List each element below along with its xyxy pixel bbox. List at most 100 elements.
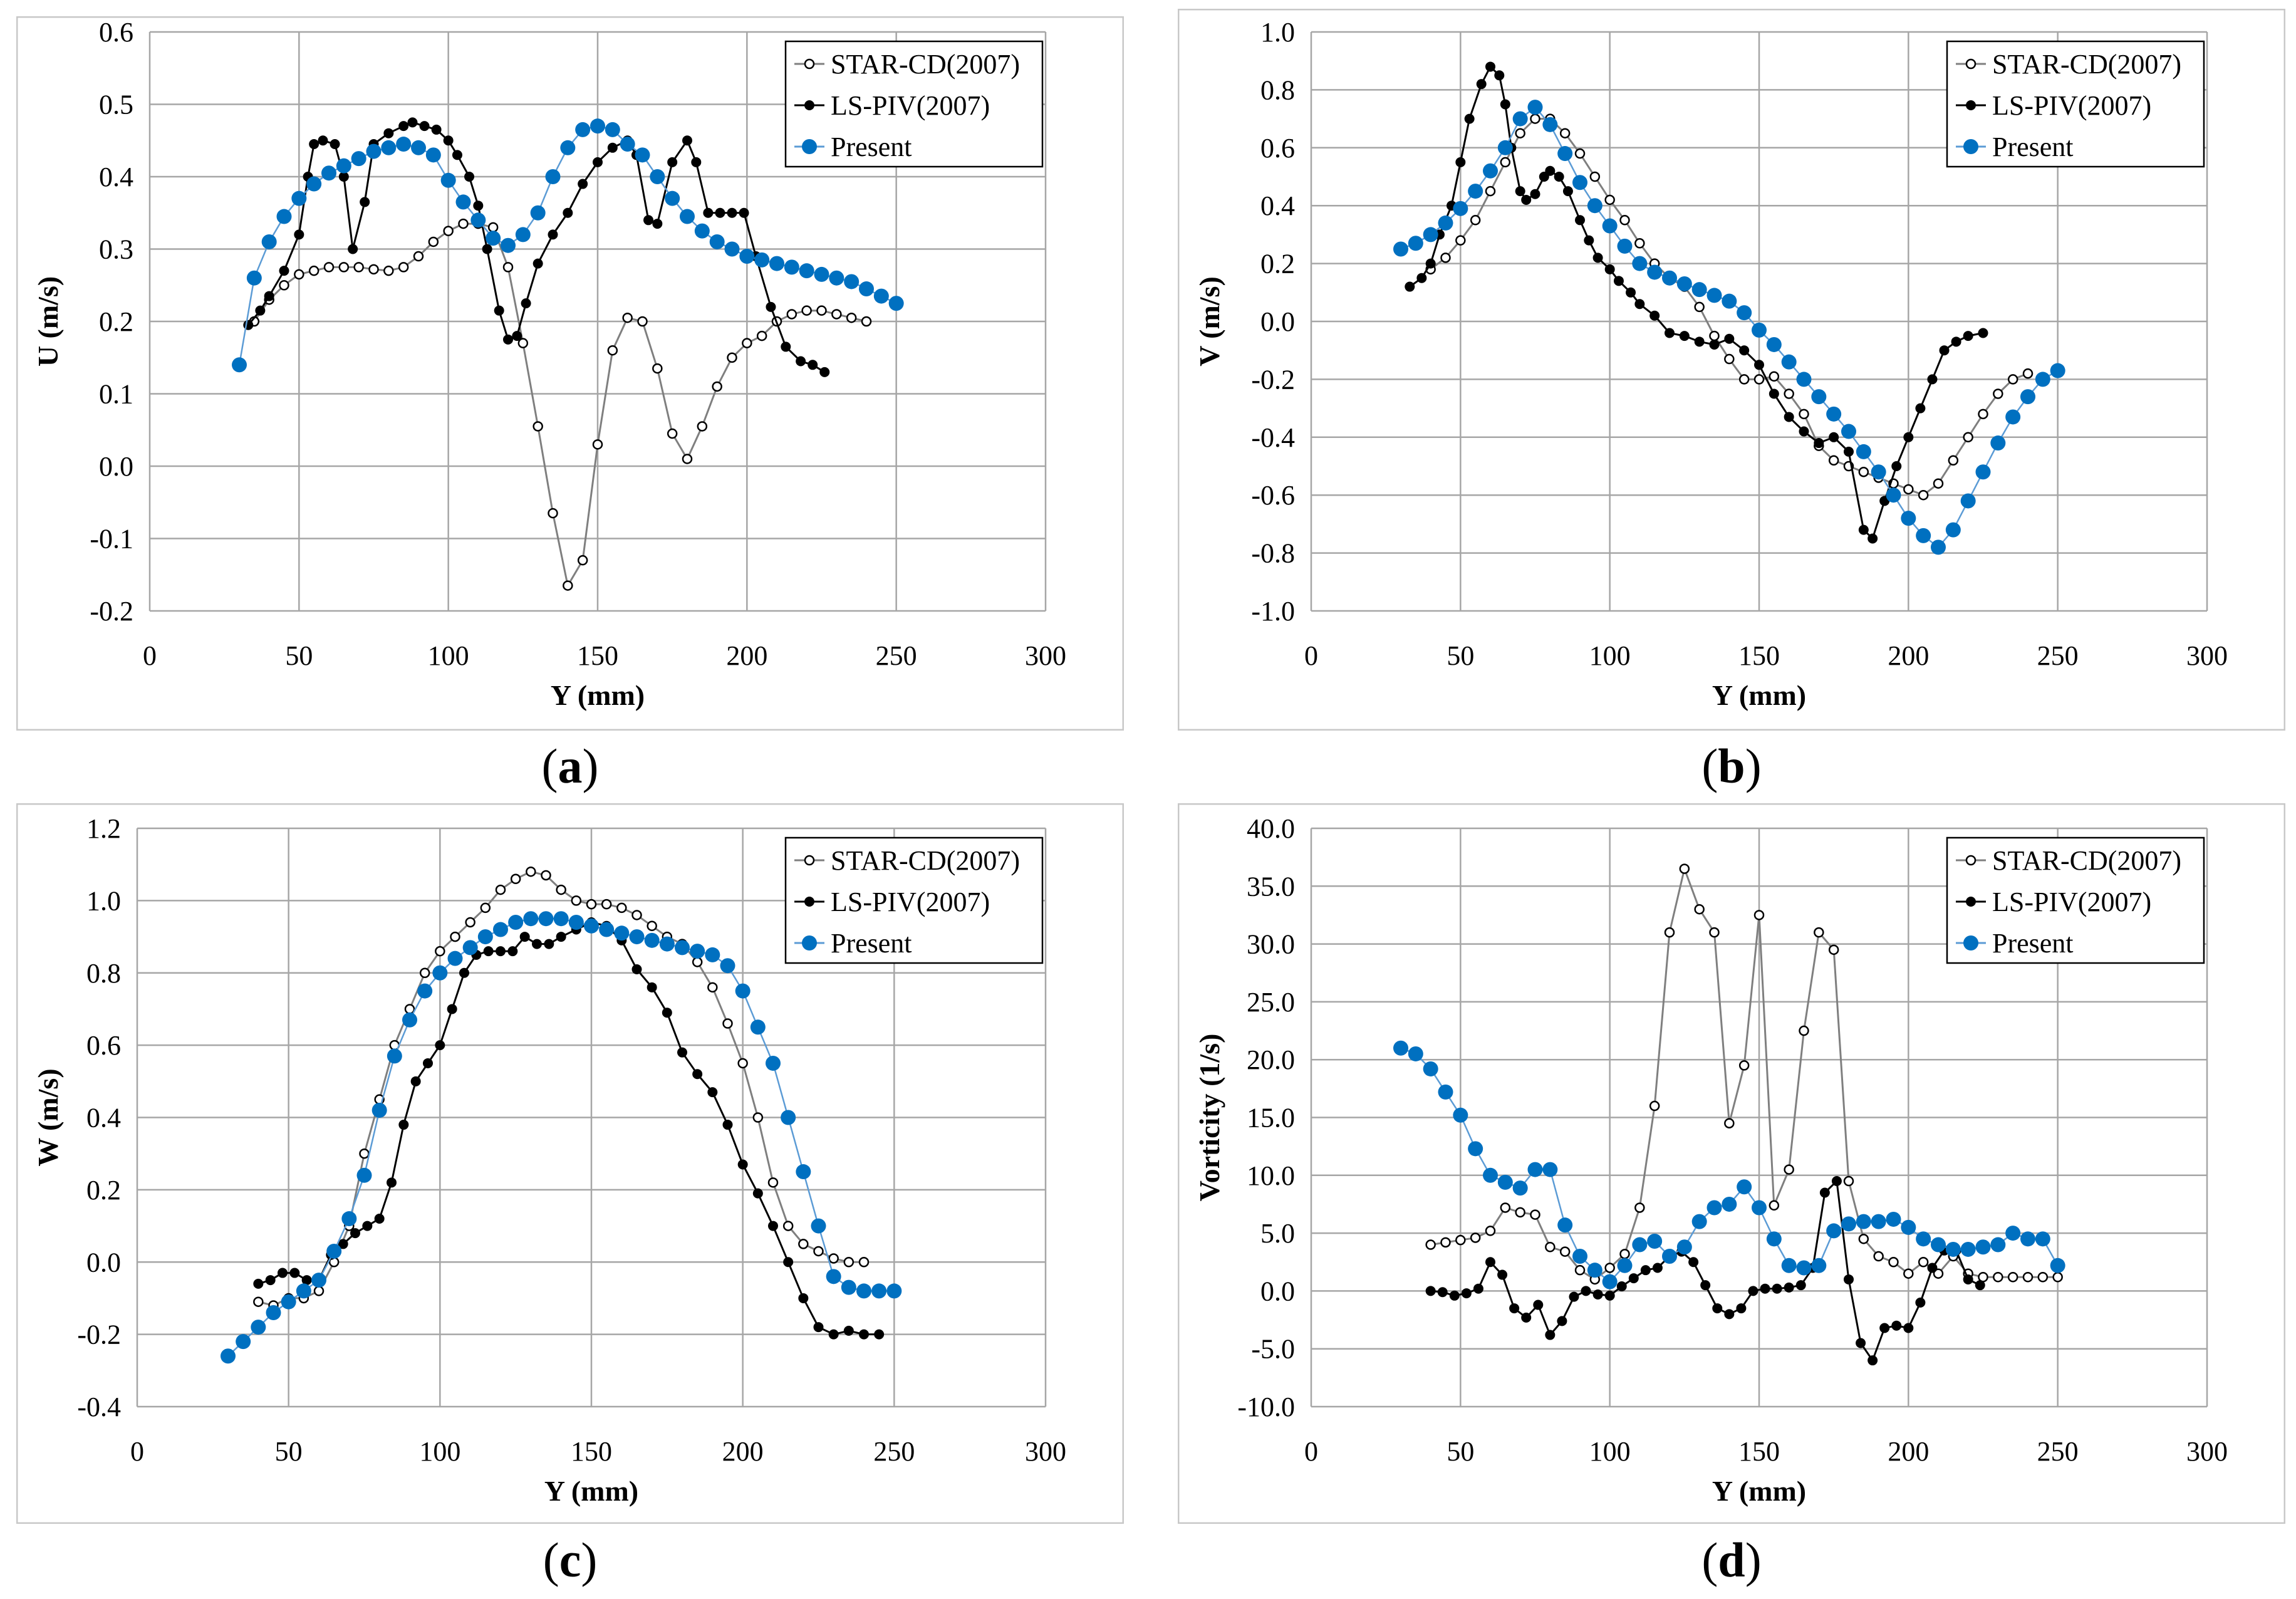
data-point — [503, 334, 513, 345]
data-point — [1799, 426, 1809, 437]
data-point — [1766, 1231, 1782, 1247]
legend-label: LS-PIV(2007) — [1992, 887, 2151, 917]
data-point — [737, 1159, 748, 1170]
data-point — [756, 330, 767, 341]
data-point — [1634, 1202, 1645, 1213]
x-tick-label: 100 — [1589, 640, 1631, 671]
data-point — [1736, 1303, 1747, 1314]
y-tick-label: -0.8 — [1251, 538, 1295, 569]
data-point — [356, 1167, 372, 1183]
data-point — [620, 137, 635, 152]
data-point — [829, 270, 844, 286]
data-point — [828, 1329, 839, 1340]
data-point — [1461, 1288, 1472, 1299]
data-point — [2052, 1271, 2063, 1283]
data-point — [1572, 1249, 1587, 1264]
data-point — [1515, 1207, 1525, 1218]
y-tick-label: 0.5 — [99, 90, 133, 120]
y-tick-label: 30.0 — [1247, 929, 1295, 960]
data-point — [808, 360, 818, 370]
data-point — [440, 172, 456, 188]
legend-marker — [804, 100, 814, 110]
data-point — [1828, 455, 1839, 466]
data-point — [301, 1275, 312, 1286]
data-point — [487, 222, 499, 233]
legend-marker — [804, 855, 815, 866]
data-point — [318, 135, 328, 146]
data-point — [1963, 331, 1973, 341]
data-point — [419, 967, 430, 978]
data-point — [1858, 1234, 1869, 1244]
data-point — [545, 169, 561, 184]
data-point — [766, 1055, 781, 1071]
legend-marker — [1966, 100, 1976, 110]
data-point — [563, 207, 573, 218]
legend-marker — [1965, 58, 1977, 70]
y-tick-label: 0.2 — [1260, 249, 1295, 279]
data-point — [1772, 1283, 1782, 1294]
data-point — [659, 936, 675, 952]
data-point — [1500, 157, 1511, 168]
data-point — [1530, 1209, 1540, 1220]
data-point — [450, 931, 460, 942]
data-point — [1652, 1263, 1663, 1273]
data-point — [667, 157, 678, 167]
data-point — [798, 1239, 809, 1249]
data-point — [1423, 227, 1438, 242]
legend-marker — [804, 897, 814, 907]
data-point — [859, 281, 874, 297]
data-point — [1574, 1264, 1586, 1276]
data-point — [1476, 79, 1487, 90]
data-point — [2005, 1226, 2021, 1241]
x-tick-label: 250 — [2037, 640, 2079, 671]
data-point — [1393, 241, 1408, 257]
data-point — [1903, 484, 1914, 495]
data-point — [1796, 372, 1812, 387]
data-point — [486, 231, 501, 246]
data-point — [1616, 1281, 1627, 1292]
data-point — [819, 367, 830, 377]
data-point — [464, 172, 475, 182]
data-point — [1559, 128, 1571, 138]
data-point — [541, 870, 551, 881]
data-point — [548, 229, 558, 240]
data-point — [1574, 148, 1586, 159]
gridlines — [1310, 31, 2208, 612]
data-point — [1963, 432, 1973, 443]
data-point — [560, 140, 576, 155]
data-point — [368, 264, 379, 275]
data-point — [1724, 1118, 1735, 1128]
data-point — [665, 190, 680, 206]
data-point — [694, 223, 710, 239]
data-point — [1455, 1234, 1466, 1246]
data-point — [742, 338, 752, 348]
y-tick-label: 0.0 — [99, 451, 133, 482]
data-point — [1679, 863, 1690, 874]
data-point — [1781, 1258, 1797, 1273]
y-tick-label: 0.1 — [99, 379, 133, 410]
data-point — [477, 929, 493, 945]
data-point — [1640, 1265, 1651, 1276]
data-point — [722, 1018, 733, 1029]
data-point — [1814, 438, 1824, 449]
data-point — [2007, 374, 2018, 385]
y-tick-label: 5.0 — [1260, 1218, 1295, 1249]
data-point — [1819, 1187, 1830, 1198]
data-point — [1676, 276, 1692, 291]
data-point — [404, 1004, 415, 1014]
x-tick-label: 150 — [1738, 640, 1780, 671]
data-point — [1665, 328, 1675, 338]
data-point — [1557, 1217, 1573, 1233]
data-point — [629, 929, 645, 945]
data-point — [1706, 288, 1722, 303]
data-point — [709, 234, 725, 249]
data-point — [1754, 360, 1764, 370]
data-point — [1811, 389, 1827, 405]
data-point — [841, 1279, 856, 1295]
data-point — [1933, 478, 1944, 489]
data-point — [1879, 1323, 1890, 1333]
y-tick-label: 0.4 — [86, 1103, 121, 1133]
chart-d: 0 50 100 150 200 250 300 -10.0 -5.0 0.0 5.0 10.0 15.… — [1178, 803, 2285, 1524]
legend-box — [1946, 40, 2205, 168]
data-point — [677, 1047, 687, 1058]
